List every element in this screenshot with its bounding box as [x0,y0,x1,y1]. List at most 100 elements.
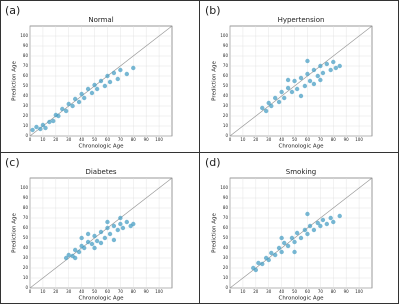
y-tick-label: 40 [23,245,29,250]
point [320,217,326,223]
y-tick-label: 60 [223,73,229,78]
point [324,61,330,67]
x-tick-label: 30 [266,137,272,142]
x-tick-label: 60 [305,289,311,294]
point [253,267,259,273]
point [311,227,317,233]
x-tick-label: 10 [40,289,46,294]
point [318,223,323,229]
x-tick-label: 60 [105,289,111,294]
point [124,219,130,225]
y-tick-label: 30 [23,255,29,260]
point [266,257,271,263]
point [292,249,297,255]
point [302,227,308,233]
point [82,245,87,251]
y-tick-label: 100 [20,185,28,190]
point [63,255,69,261]
point [320,70,326,76]
point [272,252,278,258]
point [38,126,43,132]
point [85,231,91,237]
y-tick-label: 100 [220,185,228,190]
point [276,99,282,105]
x-tick-label: 80 [131,289,137,294]
point [85,86,91,92]
chart-title: Hypertension [278,16,325,24]
y-axis-label: Prediction Age [212,213,218,253]
y-tick-label: 100 [20,33,28,38]
point [115,76,120,82]
y-tick-label: 80 [23,205,29,210]
point [318,77,323,83]
x-tick-label: 40 [79,289,85,294]
y-tick-label: 60 [23,225,29,230]
x-tick-label: 30 [66,137,72,142]
y-tick-label: 70 [23,215,29,220]
point [331,219,336,225]
point [105,73,110,79]
point [305,58,310,64]
point [34,124,39,130]
y-axis-label: Prediction Age [12,213,18,253]
point [63,108,69,114]
point [289,89,295,95]
point [118,221,123,227]
x-tick-label: 60 [305,137,311,142]
y-tick-label: 70 [223,215,229,220]
x-tick-label: 80 [331,289,337,294]
point [337,213,342,219]
point [94,238,100,244]
chart-title: Smoking [286,168,316,176]
x-tick-label: 20 [53,137,59,142]
x-tick-label: 90 [144,137,150,142]
point [56,113,61,119]
y-tick-label: 10 [223,275,229,280]
x-tick-label: 40 [279,289,285,294]
y-tick-label: 40 [223,93,229,98]
point [263,108,269,114]
y-tick-label: 20 [23,265,29,270]
x-axis-label: Chronologic Age [78,144,124,150]
point [318,63,323,69]
point [66,101,71,107]
point [289,235,295,241]
y-tick-label: 80 [223,205,229,210]
y-tick-label: 40 [23,93,29,98]
point [282,240,287,246]
point [72,255,78,261]
point [72,247,78,253]
x-axis-label: Chronologic Age [278,144,324,150]
chart-title: Normal [88,16,113,24]
panel-label: (a) [5,4,20,17]
x-tick-label: 50 [92,137,98,142]
panel-label: (c) [5,156,20,169]
y-axis-label: Prediction Age [12,61,18,101]
point [98,78,104,84]
point [292,78,297,84]
point [328,215,333,221]
point [47,119,52,125]
point [131,65,136,71]
point [307,223,313,229]
point [302,83,308,89]
x-tick-label: 80 [131,137,137,142]
point [256,260,261,266]
y-tick-label: 60 [23,73,29,78]
point [285,243,291,249]
y-tick-label: 0 [25,133,28,138]
y-tick-label: 30 [23,103,29,108]
x-tick-label: 90 [344,289,350,294]
point [111,223,117,229]
point [79,235,84,241]
point [107,231,113,237]
y-tick-label: 70 [23,63,29,68]
point [66,252,71,258]
point [102,83,108,89]
point [124,71,130,77]
point [269,250,274,256]
y-tick-label: 30 [223,255,229,260]
point [260,261,265,267]
point [337,63,342,69]
x-tick-label: 100 [355,137,363,142]
